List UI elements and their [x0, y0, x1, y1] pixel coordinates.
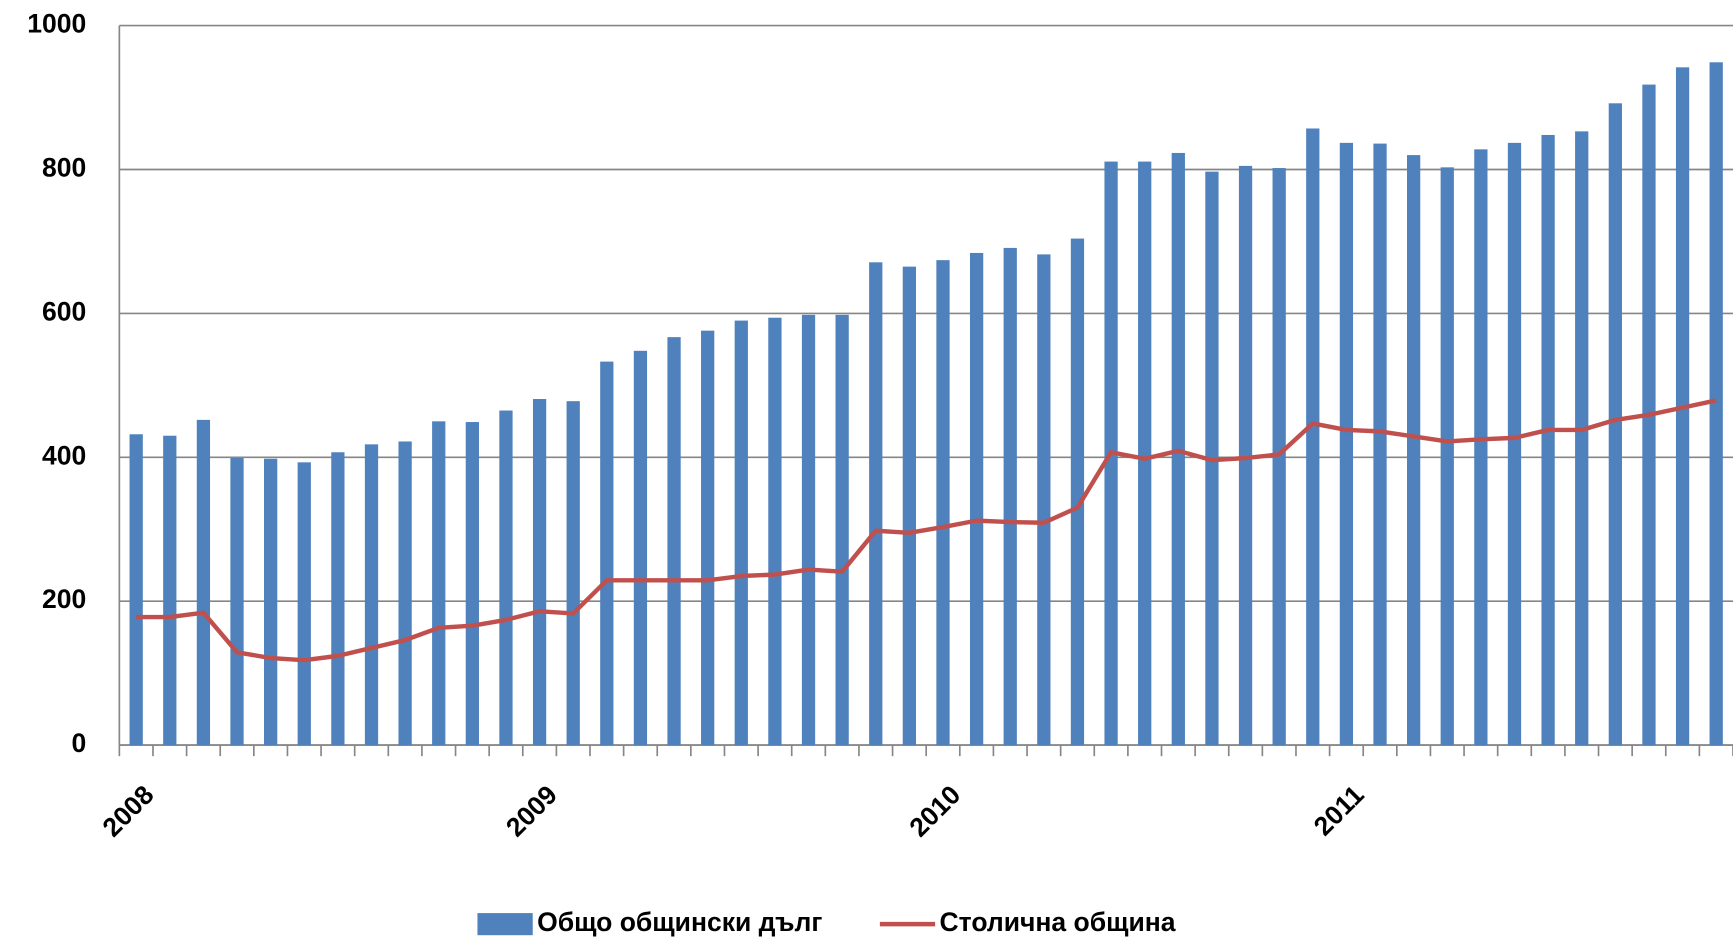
line — [136, 398, 1717, 663]
bar — [734, 320, 748, 746]
bar — [768, 317, 782, 746]
y-tick-label: 1000 — [27, 9, 86, 39]
bar — [364, 444, 379, 746]
bar — [163, 435, 177, 746]
bar — [465, 422, 479, 746]
bar — [969, 252, 984, 746]
bar — [499, 410, 513, 746]
y-tick-label: 200 — [42, 584, 86, 614]
y-tick-label: 0 — [71, 728, 86, 758]
bar — [1407, 155, 1421, 746]
x-tick-label: 2009 — [500, 779, 563, 842]
bar — [801, 314, 816, 746]
bar — [902, 266, 917, 746]
bar — [600, 361, 614, 746]
bar — [1306, 128, 1320, 746]
bar — [869, 262, 883, 746]
bar — [1541, 134, 1555, 746]
legend-swatch — [477, 913, 533, 936]
legend-label: Общо общински дълг — [537, 907, 822, 937]
bar — [432, 421, 446, 746]
bar — [701, 330, 715, 746]
bar — [532, 399, 547, 746]
y-tick-label: 600 — [42, 296, 86, 326]
x-tick-label: 2008 — [97, 779, 160, 842]
bar — [1070, 238, 1085, 746]
bar — [1003, 247, 1017, 746]
bar — [566, 401, 580, 746]
bar — [196, 419, 211, 746]
bar — [667, 337, 681, 746]
bar — [1037, 254, 1051, 746]
bar — [297, 462, 311, 746]
bar — [1138, 161, 1152, 746]
bar — [1339, 142, 1354, 746]
bar — [1474, 149, 1488, 746]
bar — [1575, 131, 1589, 746]
bar — [1507, 142, 1522, 746]
bar — [1709, 62, 1723, 746]
bar — [1238, 165, 1253, 746]
bar — [331, 452, 345, 746]
bar — [835, 314, 849, 746]
x-tick-label: 2010 — [903, 779, 966, 842]
x-tick-label: 2011 — [1308, 779, 1370, 841]
y-tick-label: 800 — [42, 152, 86, 182]
y-tick-label: 400 — [42, 440, 86, 470]
bar — [398, 441, 412, 746]
bar — [264, 458, 278, 746]
legend-label: Столична община — [940, 907, 1176, 937]
bar — [1373, 143, 1387, 746]
bar — [1440, 167, 1454, 746]
bar — [230, 458, 244, 746]
bar — [1608, 103, 1622, 746]
bar — [633, 350, 648, 746]
bar — [129, 434, 143, 746]
bar — [936, 260, 950, 746]
